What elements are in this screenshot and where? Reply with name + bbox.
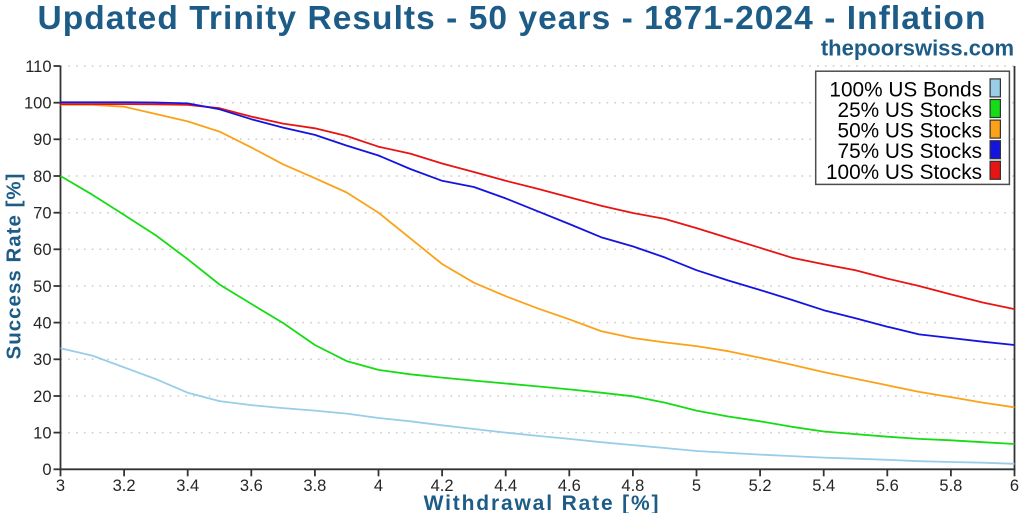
svg-text:3.4: 3.4 [176, 477, 199, 495]
svg-text:6: 6 [1010, 477, 1019, 495]
svg-text:0: 0 [42, 461, 51, 479]
svg-text:3.6: 3.6 [240, 477, 263, 495]
svg-text:5: 5 [692, 477, 701, 495]
svg-text:4.8: 4.8 [621, 477, 644, 495]
svg-text:100% US Bonds: 100% US Bonds [829, 78, 982, 101]
svg-text:75% US Stocks: 75% US Stocks [838, 140, 982, 163]
svg-text:20: 20 [33, 388, 51, 406]
svg-text:4.2: 4.2 [431, 477, 454, 495]
svg-text:40: 40 [33, 314, 51, 332]
svg-text:30: 30 [33, 351, 51, 369]
svg-text:80: 80 [33, 168, 51, 186]
svg-text:Withdrawal Rate [%]: Withdrawal Rate [%] [424, 492, 661, 513]
svg-text:25% US Stocks: 25% US Stocks [838, 99, 982, 122]
svg-text:Updated Trinity Results - 50 y: Updated Trinity Results - 50 years - 187… [38, 0, 987, 37]
svg-text:50: 50 [33, 278, 51, 296]
svg-text:10: 10 [33, 424, 51, 442]
svg-text:4: 4 [374, 477, 383, 495]
svg-text:3.2: 3.2 [113, 477, 136, 495]
svg-text:70: 70 [33, 205, 51, 223]
svg-text:5.2: 5.2 [749, 477, 772, 495]
svg-text:90: 90 [33, 131, 51, 149]
svg-text:5.6: 5.6 [876, 477, 899, 495]
svg-text:100% US Stocks: 100% US Stocks [826, 161, 982, 184]
svg-text:4.4: 4.4 [494, 477, 517, 495]
svg-text:60: 60 [33, 241, 51, 259]
svg-text:5.8: 5.8 [939, 477, 962, 495]
svg-text:3.8: 3.8 [303, 477, 326, 495]
svg-text:50% US Stocks: 50% US Stocks [838, 120, 982, 143]
svg-text:Success Rate [%]: Success Rate [%] [3, 173, 26, 360]
svg-text:110: 110 [25, 58, 51, 76]
svg-text:3: 3 [56, 477, 65, 495]
svg-text:thepoorswiss.com: thepoorswiss.com [821, 36, 1014, 61]
svg-text:5.4: 5.4 [812, 477, 835, 495]
svg-text:4.6: 4.6 [558, 477, 581, 495]
svg-text:100: 100 [24, 95, 52, 113]
